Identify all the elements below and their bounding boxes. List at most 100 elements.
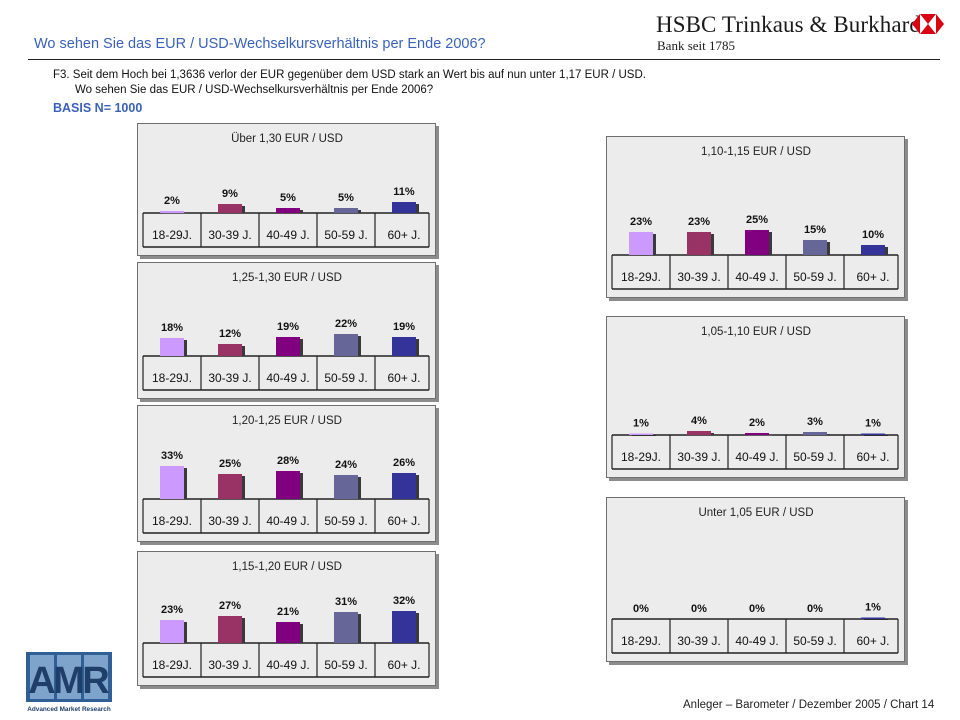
data-label: 18% — [161, 322, 183, 334]
chart-panel-2: 1,25-1,30 EUR / USD 18% 18-29J. 12% 30-39 J.… — [137, 262, 439, 402]
category-label: 50-59 J. — [324, 228, 367, 242]
bar-shadow — [864, 619, 888, 620]
bar — [334, 475, 358, 499]
data-label: 23% — [161, 604, 183, 616]
data-label: 3% — [807, 416, 823, 428]
data-label: 26% — [393, 457, 415, 469]
bar — [629, 433, 653, 435]
category-label: 50-59 J. — [793, 450, 836, 464]
amr-subtitle: Advanced Market Research — [27, 706, 111, 713]
bar — [803, 240, 827, 255]
bar-chart: Unter 1,05 EUR / USD 0% 18-29J. 0% 30-39 J. 0… — [606, 497, 908, 665]
chart-title: 1,10-1,15 EUR / USD — [701, 146, 811, 158]
bar — [160, 211, 184, 213]
bar — [334, 208, 358, 213]
data-label: 21% — [277, 606, 299, 618]
question-line-2: Wo sehen Sie das EUR / USD-Wechselkursve… — [75, 84, 434, 96]
bar — [160, 466, 184, 499]
chart-title: Unter 1,05 EUR / USD — [698, 507, 813, 519]
bar — [276, 208, 300, 213]
data-label: 22% — [335, 318, 357, 330]
bar-shadow — [163, 213, 187, 214]
panel-frame — [137, 262, 436, 399]
brand-name: HSBC Trinkaus & Burkhardt — [656, 12, 928, 37]
category-label: 30-39 J. — [208, 514, 251, 528]
category-label: 30-39 J. — [208, 228, 251, 242]
bar — [218, 204, 242, 213]
category-label: 60+ J. — [856, 270, 889, 284]
brand-subtitle: Bank seit 1785 — [657, 38, 735, 53]
bar-chart: Über 1,30 EUR / USD 2% 18-29J. 9% 30-39 J. 5%… — [137, 123, 439, 259]
data-label: 1% — [633, 418, 649, 430]
category-label: 50-59 J. — [324, 514, 367, 528]
bar — [392, 202, 416, 213]
category-label: 40-49 J. — [266, 514, 309, 528]
bar-shadow — [632, 435, 656, 436]
data-label: 31% — [335, 596, 357, 608]
data-label: 23% — [688, 216, 710, 228]
bar-chart: 1,20-1,25 EUR / USD 33% 18-29J. 25% 30-39 J.… — [137, 405, 439, 545]
data-label: 19% — [277, 321, 299, 333]
bar — [745, 230, 769, 255]
data-label: 25% — [219, 458, 241, 470]
category-label: 30-39 J. — [208, 658, 251, 672]
category-label: 18-29J. — [152, 658, 192, 672]
data-label: 15% — [804, 224, 826, 236]
bar — [392, 337, 416, 356]
bar — [803, 432, 827, 435]
bar — [687, 232, 711, 255]
category-label: 18-29J. — [152, 371, 192, 385]
category-label: 60+ J. — [387, 658, 420, 672]
data-label: 28% — [277, 455, 299, 467]
category-label: 60+ J. — [387, 514, 420, 528]
bar — [392, 611, 416, 643]
data-label: 24% — [335, 459, 357, 471]
data-label: 2% — [749, 417, 765, 429]
panel-frame — [137, 551, 436, 686]
page-title: Wo sehen Sie das EUR / USD-Wechselkursve… — [34, 36, 486, 52]
bar — [745, 433, 769, 435]
question-line-1: F3. Seit dem Hoch bei 1,3636 verlor der … — [53, 69, 646, 81]
category-label: 60+ J. — [856, 450, 889, 464]
category-label: 50-59 J. — [793, 634, 836, 648]
category-label: 40-49 J. — [735, 634, 778, 648]
bar — [392, 473, 416, 499]
data-label: 0% — [691, 603, 707, 615]
chart-panel-1: Über 1,30 EUR / USD 2% 18-29J. 9% 30-39 J. 5%… — [137, 123, 439, 259]
category-label: 40-49 J. — [266, 658, 309, 672]
bar — [861, 617, 885, 619]
data-label: 1% — [865, 418, 881, 430]
bar-chart: 1,25-1,30 EUR / USD 18% 18-29J. 12% 30-39 J.… — [137, 262, 439, 402]
category-label: 40-49 J. — [266, 228, 309, 242]
bar — [160, 338, 184, 356]
chart-title: 1,20-1,25 EUR / USD — [232, 415, 342, 427]
bar — [334, 612, 358, 643]
amr-letter-r: R — [82, 660, 109, 702]
chart-title: Über 1,30 EUR / USD — [231, 133, 343, 145]
bar-shadow — [748, 435, 772, 436]
chart-title: 1,05-1,10 EUR / USD — [701, 326, 811, 338]
data-label: 5% — [338, 192, 354, 204]
category-label: 50-59 J. — [324, 371, 367, 385]
bar — [334, 334, 358, 356]
data-label: 32% — [393, 595, 415, 607]
chart-title: 1,15-1,20 EUR / USD — [232, 561, 342, 573]
panel-frame — [137, 123, 436, 256]
footer-text: Anleger – Barometer / Dezember 2005 / Ch… — [683, 699, 935, 711]
category-label: 60+ J. — [387, 371, 420, 385]
bar-chart: 1,05-1,10 EUR / USD 1% 18-29J. 4% 30-39 J. 2%… — [606, 316, 908, 481]
bar-chart: 1,15-1,20 EUR / USD 23% 18-29J. 27% 30-39 J.… — [137, 551, 439, 689]
category-label: 18-29J. — [621, 634, 661, 648]
category-label: 40-49 J. — [735, 450, 778, 464]
chart-panel-5: 1,10-1,15 EUR / USD 23% 18-29J. 23% 30-39 J.… — [606, 136, 908, 301]
panel-frame — [606, 316, 905, 478]
bar — [160, 620, 184, 643]
category-label: 60+ J. — [387, 228, 420, 242]
data-label: 2% — [164, 195, 180, 207]
bar-shadow — [864, 435, 888, 436]
category-label: 18-29J. — [152, 514, 192, 528]
header-divider — [28, 59, 940, 60]
chart-panel-7: Unter 1,05 EUR / USD 0% 18-29J. 0% 30-39 J. 0… — [606, 497, 908, 665]
category-label: 30-39 J. — [677, 270, 720, 284]
panel-frame — [606, 497, 905, 662]
